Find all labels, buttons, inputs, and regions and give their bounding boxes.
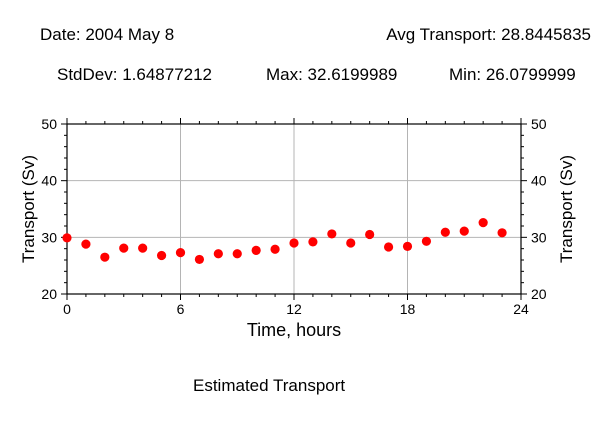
min-label: Min: 26.0799999 <box>449 65 576 84</box>
data-point <box>402 241 413 251</box>
data-point <box>251 245 261 255</box>
data-point <box>289 238 299 248</box>
y-tick-label-left: 30 <box>41 229 57 245</box>
data-point <box>497 228 507 238</box>
data-point <box>421 236 432 246</box>
date-label: Date: 2004 May 8 <box>40 25 175 44</box>
data-point <box>62 233 72 243</box>
data-point <box>383 242 394 252</box>
data-point <box>194 254 205 265</box>
y-tick-label-right: 50 <box>531 116 547 132</box>
data-point <box>156 250 167 261</box>
x-axis-label: Time, hours <box>247 320 341 340</box>
avg-transport-label: Avg Transport: 28.8445835 <box>386 25 591 44</box>
data-point <box>478 218 488 228</box>
data-point <box>270 244 280 254</box>
chart-caption: Estimated Transport <box>193 376 346 395</box>
x-tick-label: 6 <box>177 301 185 317</box>
data-point <box>119 243 129 253</box>
data-point <box>100 252 110 262</box>
y-tick-label-left: 40 <box>41 173 57 189</box>
y-tick-label-left: 20 <box>41 286 57 302</box>
data-point <box>81 239 91 249</box>
x-tick-label: 18 <box>400 301 416 317</box>
data-point <box>138 243 148 253</box>
data-points <box>62 218 507 265</box>
data-point <box>175 248 186 258</box>
x-tick-label: 0 <box>63 301 71 317</box>
data-point <box>327 229 337 239</box>
y-tick-label-right: 40 <box>531 173 547 189</box>
y-axis-label-left: Transport (Sv) <box>19 155 38 263</box>
x-tick-label: 12 <box>286 301 302 317</box>
y-tick-label-left: 50 <box>41 116 57 132</box>
max-label: Max: 32.6199989 <box>266 65 398 84</box>
data-point <box>459 226 469 236</box>
data-point <box>213 249 223 259</box>
stddev-label: StdDev: 1.64877212 <box>57 65 213 84</box>
y-tick-label-right: 20 <box>531 286 547 302</box>
data-point <box>346 238 356 248</box>
grid-lines <box>67 124 521 294</box>
data-point <box>232 249 242 259</box>
y-tick-label-right: 30 <box>531 229 547 245</box>
y-axis-label-right: Transport (Sv) <box>557 155 576 263</box>
data-point <box>365 229 375 240</box>
x-tick-label: 24 <box>513 301 529 317</box>
data-point <box>308 237 318 247</box>
data-point <box>440 227 450 237</box>
